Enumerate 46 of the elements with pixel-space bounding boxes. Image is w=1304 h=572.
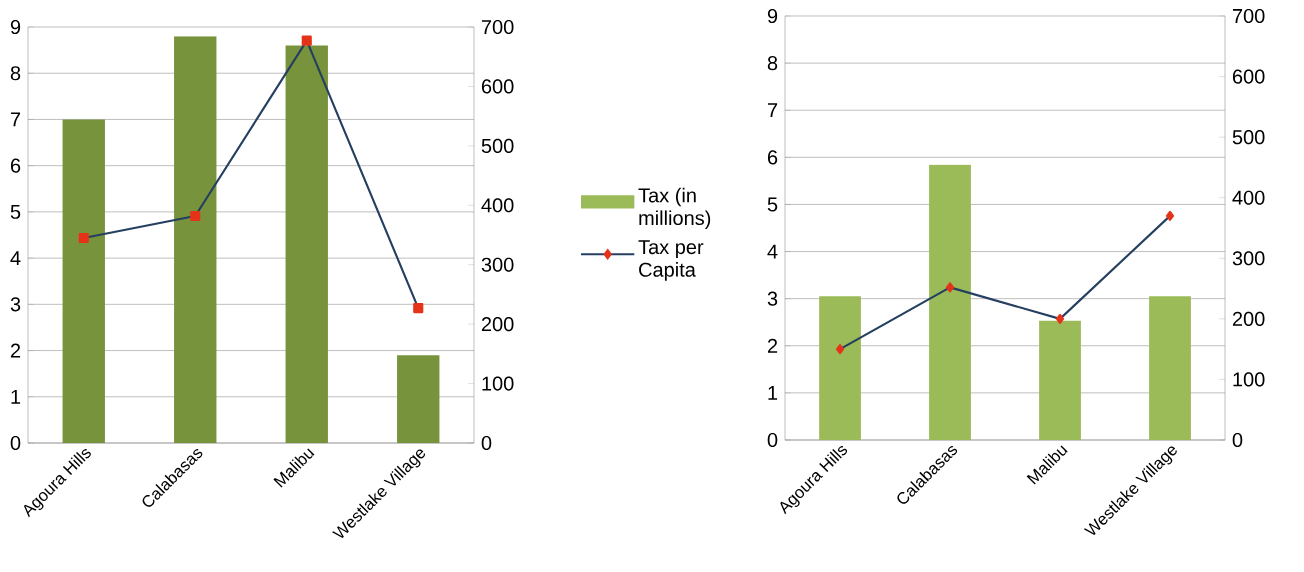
y-tick-label: 5 (10, 204, 21, 219)
y-tick-label: 2 (767, 338, 778, 353)
y-tick-label: 0 (767, 432, 778, 448)
bar (62, 119, 105, 443)
y-tick-label: 8 (10, 66, 21, 81)
y-tick-label: 4 (10, 251, 21, 265)
y-tick-label: 2 (10, 343, 21, 358)
bar (1039, 320, 1081, 440)
y-tick-label: 3 (767, 291, 778, 306)
y-tick-label: 7 (767, 103, 778, 118)
y2-tick-label: 600 (481, 79, 514, 94)
y2-tick-label: 100 (1233, 372, 1265, 387)
y2-tick-label: 0 (1232, 432, 1243, 448)
y2-tick-label: 400 (1232, 190, 1265, 205)
y-tick-label: 1 (11, 389, 21, 404)
y2-tick-label: 300 (481, 257, 514, 272)
bar (1149, 296, 1191, 440)
legend-label: Tax per Capita (638, 240, 704, 281)
y-tick-label: 5 (767, 197, 778, 212)
y2-tick-label: 700 (481, 19, 514, 35)
bar (285, 45, 328, 443)
bar (174, 36, 217, 443)
y2-tick-label: 200 (1232, 311, 1265, 326)
y2-tick-label: 200 (481, 317, 514, 332)
y-tick-label: 4 (767, 244, 778, 259)
y2-tick-label: 700 (1232, 8, 1265, 24)
y2-tick-label: 100 (482, 376, 514, 391)
y-tick-label: 9 (767, 8, 778, 24)
y-tick-label: 8 (767, 56, 778, 71)
y2-tick-label: 500 (1232, 130, 1265, 145)
y2-tick-label: 600 (1232, 69, 1265, 84)
y-tick-label: 9 (10, 19, 21, 35)
y-tick-label: 3 (10, 297, 21, 312)
y-tick-label: 0 (10, 435, 21, 451)
bar (397, 355, 440, 443)
y2-tick-label: 400 (481, 198, 514, 213)
bar (819, 296, 861, 440)
y-tick-label: 1 (768, 386, 778, 400)
y-tick-label: 7 (10, 112, 21, 127)
y2-tick-label: 0 (481, 435, 492, 451)
bar (929, 164, 971, 440)
y2-tick-label: 300 (1232, 251, 1265, 266)
legend-label: Tax (in millions) (638, 187, 711, 230)
y2-tick-label: 500 (481, 138, 514, 153)
y-tick-label: 6 (10, 158, 21, 173)
y-tick-label: 6 (767, 150, 778, 165)
